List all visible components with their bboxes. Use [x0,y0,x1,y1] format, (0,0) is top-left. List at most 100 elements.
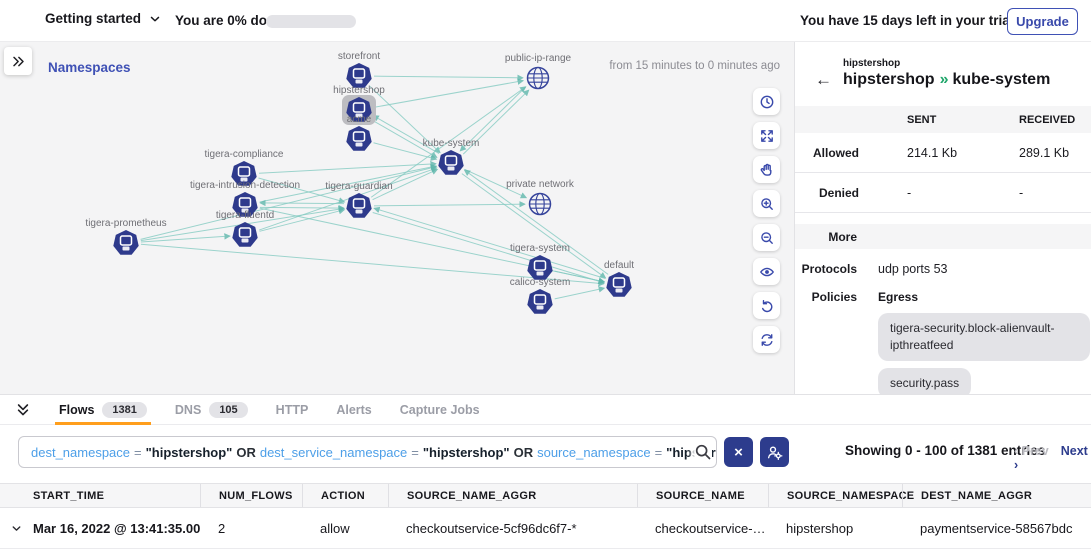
cell-num_flows: 2 [218,520,226,536]
clear-search-button[interactable]: × [724,437,753,467]
graph-node-tigera-guardian[interactable]: tigera-guardian [325,181,393,218]
time-button[interactable] [753,88,780,115]
next-page-button[interactable]: Next › [1014,444,1088,472]
tab-flows[interactable]: Flows 1381 [45,395,161,425]
column-header-num_flows[interactable]: NUM_FLOWS [200,484,302,507]
graph-edge-tigera-prometheus-default[interactable] [140,243,605,287]
traffic-row-allowed: Allowed 214.1 Kb 289.1 Kb [795,133,1091,173]
bottom-panel: Flows 1381 DNS 105 HTTP Alerts Capture Jobs de… [0,395,1091,551]
graph-edge-acme-kube-system[interactable] [373,142,438,161]
cell-action: allow [320,520,350,536]
tab-label: Capture Jobs [399,402,480,417]
graph-node-hipstershop[interactable]: hipstershop [333,85,385,125]
column-header-action[interactable]: ACTION [302,484,388,507]
tab-dns[interactable]: DNS 105 [161,395,262,425]
graph-node-kube-system[interactable]: kube-system [423,138,480,175]
expand-row-chevron-icon[interactable] [0,522,33,535]
graph-edge-tigera-compliance-tigera-guardian[interactable] [258,177,346,204]
graph-edge-tigera-prometheus-tigera-fluentd[interactable] [140,233,231,243]
graph-edge-tigera-fluentd-kube-system[interactable] [258,166,438,231]
graph-node-default[interactable]: default [604,260,634,297]
getting-started-menu[interactable]: Getting started [45,11,162,26]
column-header-source_namespace[interactable]: SOURCE_NAMESPACE [768,484,914,507]
visibility-button[interactable] [753,258,780,285]
fit-screen-button[interactable] [753,122,780,149]
graph-edge-kube-system-default[interactable] [463,169,609,275]
graph-node-public-ip-range[interactable]: public-ip-range [505,53,572,90]
protocols-label: Protocols [801,262,857,276]
graph-node-tigera-prometheus[interactable]: tigera-prometheus [85,218,167,255]
query-token-keyword: OR [513,444,534,460]
graph-edge-hipstershop-kube-system[interactable] [372,115,440,155]
flows-table: START_TIME NUM_FLOWS ACTION SOURCE_NAME_AGG… [0,483,1091,549]
tab-capture-jobs[interactable]: Capture Jobs [386,395,494,425]
graph-node-private-network[interactable]: private network [506,179,575,216]
column-header-start_time[interactable]: START_TIME [33,489,105,502]
refresh-button[interactable] [753,326,780,353]
tab-label: Flows [59,402,95,417]
more-section-header[interactable]: More [795,224,1091,249]
column-header-source_name_aggr[interactable]: SOURCE_NAME_AGGR [388,484,637,507]
graph-edge-hipstershop-kube-system[interactable] [370,118,438,158]
graph-edge-tigera-compliance-kube-system[interactable] [258,160,437,174]
graph-edge-kube-system-default[interactable] [461,173,607,279]
namespace-graph[interactable]: storefront public-ip-range hipstershop acme… [0,42,795,394]
graph-edge-tigera-system-default[interactable] [554,270,606,284]
allowed-received-value: 289.1 Kb [1019,145,1070,160]
graph-edge-tigera-fluentd-tigera-guardian[interactable] [259,207,346,232]
graph-edge-tigera-guardian-kube-system[interactable] [372,168,439,201]
graph-node-label: public-ip-range [505,53,572,64]
graph-edge-storefront-kube-system[interactable] [369,85,441,154]
graph-node-acme[interactable]: acme [346,114,372,151]
top-bar: Getting started You are 0% done You have… [0,0,1091,42]
graph-edge-kube-system-public-ip-range[interactable] [459,86,527,152]
graph-node-tigera-system[interactable]: tigera-system [510,243,570,280]
graph-edge-tigera-prometheus-kube-system[interactable] [140,164,438,240]
query-token-field: source_namespace [537,444,651,460]
search-row: dest_namespace = "hipstershop" OR dest_servi… [0,436,1091,472]
tab-http[interactable]: HTTP [262,395,323,425]
graph-edge-tigera-guardian-default[interactable] [373,206,606,280]
graph-edge-tigera-guardian-public-ip-range[interactable] [370,86,527,198]
tab-label: DNS [174,402,202,417]
zoom-in-button[interactable] [753,190,780,217]
graph-node-label: tigera-intrusion-detection [190,180,300,191]
graph-edge-storefront-public-ip-range[interactable] [373,74,524,82]
back-button[interactable]: ← [815,70,832,89]
graph-edge-calico-system-default[interactable] [554,286,606,300]
graph-node-tigera-compliance[interactable]: tigera-compliance [205,149,284,186]
policies-label: Policies [811,290,857,304]
tab-count-badge: 105 [209,401,248,418]
graph-edge-tigera-intrusion-detection-tigera-guardian[interactable] [259,199,345,207]
table-row[interactable]: Mar 16, 2022 @ 13:41:35.000 2 allow checkou… [0,508,1091,549]
graph-edge-kube-system-public-ip-range[interactable] [462,89,530,155]
prev-page-button[interactable]: ‹ Prev [1014,444,1049,458]
flows-table-header: START_TIME NUM_FLOWS ACTION SOURCE_NAME_AGG… [0,483,1091,508]
graph-node-tigera-intrusion-detection[interactable]: tigera-intrusion-detection [190,180,300,217]
collapse-panel-button[interactable] [13,400,33,420]
zoom-out-button[interactable] [753,224,780,251]
policy-tag[interactable]: tigera-security.block-alienvault-ipthrea… [878,313,1090,361]
graph-node-calico-system[interactable]: calico-system [510,277,571,314]
graph-node-tigera-fluentd[interactable]: tigera-fluentd [216,210,274,247]
graph-edge-hipstershop-public-ip-range[interactable] [373,78,525,108]
tabs: Flows 1381 DNS 105 HTTP Alerts Capture Jobs [45,395,494,425]
graph-edge-tigera-guardian-default[interactable] [372,211,605,285]
search-input[interactable]: dest_namespace = "hipstershop" OR dest_servi… [18,436,717,468]
query-token-op: = [411,444,419,460]
expand-sidebar-button[interactable] [4,47,32,75]
graph-edge-tigera-intrusion-detection-tigera-guardian[interactable] [259,204,345,212]
flow-settings-button[interactable] [760,437,789,467]
graph-edge-tigera-guardian-private-network[interactable] [373,200,526,208]
undo-button[interactable] [753,292,780,319]
upgrade-button[interactable]: Upgrade [1007,8,1078,35]
column-header-dest_name_aggr[interactable]: DEST_NAME_AGGR [902,484,1091,507]
column-header-source_name[interactable]: SOURCE_NAME [637,484,768,507]
graph-edge-kube-system-private-network[interactable] [464,168,528,199]
pan-button[interactable] [753,156,780,183]
graph-node-storefront[interactable]: storefront [338,51,380,88]
policy-tag[interactable]: security.pass [878,367,972,394]
double-chevron-right-icon [12,56,24,66]
tab-alerts[interactable]: Alerts [322,395,385,425]
traffic-header: SENT RECEIVED [795,106,1091,133]
